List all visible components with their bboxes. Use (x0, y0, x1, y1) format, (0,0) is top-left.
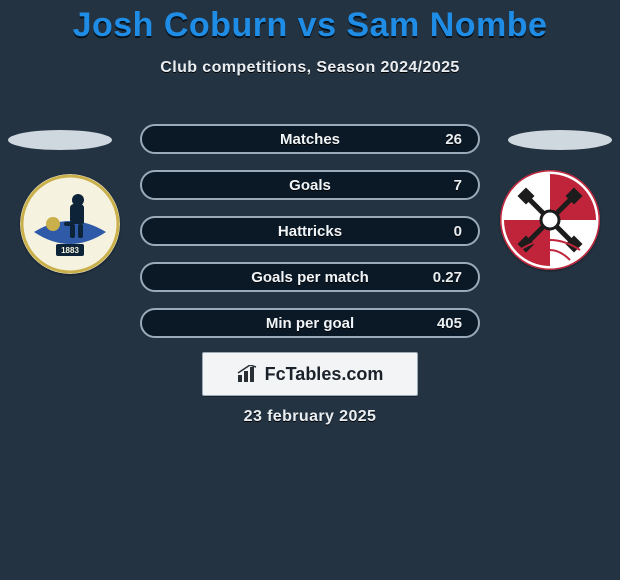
stat-row: Hattricks 0 (140, 216, 480, 246)
bar-chart-icon (237, 365, 259, 383)
date-text: 23 february 2025 (0, 408, 620, 426)
stat-label: Matches (142, 131, 478, 148)
player-slot-left (8, 130, 112, 150)
club-crest-right (500, 170, 600, 270)
stat-label: Hattricks (142, 223, 478, 240)
stat-bars: Matches 26 Goals 7 Hattricks 0 Goals per… (140, 124, 480, 354)
stat-value: 26 (445, 131, 462, 148)
rotherham-crest-icon (500, 170, 600, 270)
page-title: Josh Coburn vs Sam Nombe (0, 0, 620, 45)
bristol-rovers-crest-icon: 1883 (20, 174, 120, 274)
stat-label: Min per goal (142, 315, 478, 332)
subtitle: Club competitions, Season 2024/2025 (0, 59, 620, 77)
stat-value: 0 (454, 223, 462, 240)
comparison-card: Josh Coburn vs Sam Nombe Club competitio… (0, 0, 620, 580)
stat-row: Goals 7 (140, 170, 480, 200)
brand-box: FcTables.com (202, 352, 418, 396)
svg-text:1883: 1883 (61, 246, 79, 255)
stat-row: Matches 26 (140, 124, 480, 154)
stat-value: 7 (454, 177, 462, 194)
brand-text: FcTables.com (265, 364, 384, 385)
stat-row: Min per goal 405 (140, 308, 480, 338)
club-crest-left: 1883 (20, 174, 120, 274)
player-slot-right (508, 130, 612, 150)
stat-row: Goals per match 0.27 (140, 262, 480, 292)
stat-value: 405 (437, 315, 462, 332)
stat-value: 0.27 (433, 269, 462, 286)
stat-label: Goals per match (142, 269, 478, 286)
stat-label: Goals (142, 177, 478, 194)
